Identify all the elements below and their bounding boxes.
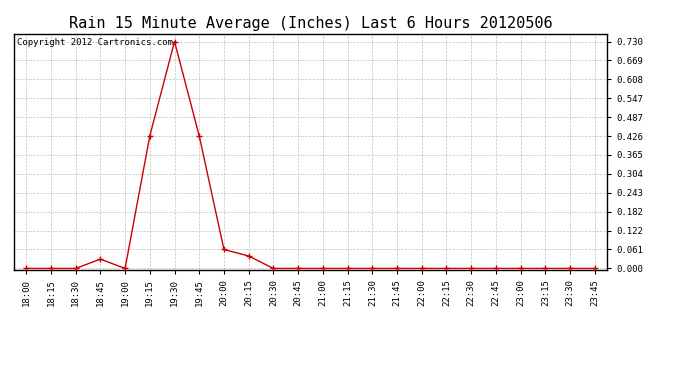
Text: Copyright 2012 Cartronics.com: Copyright 2012 Cartronics.com [17,39,172,48]
Title: Rain 15 Minute Average (Inches) Last 6 Hours 20120506: Rain 15 Minute Average (Inches) Last 6 H… [69,16,552,31]
